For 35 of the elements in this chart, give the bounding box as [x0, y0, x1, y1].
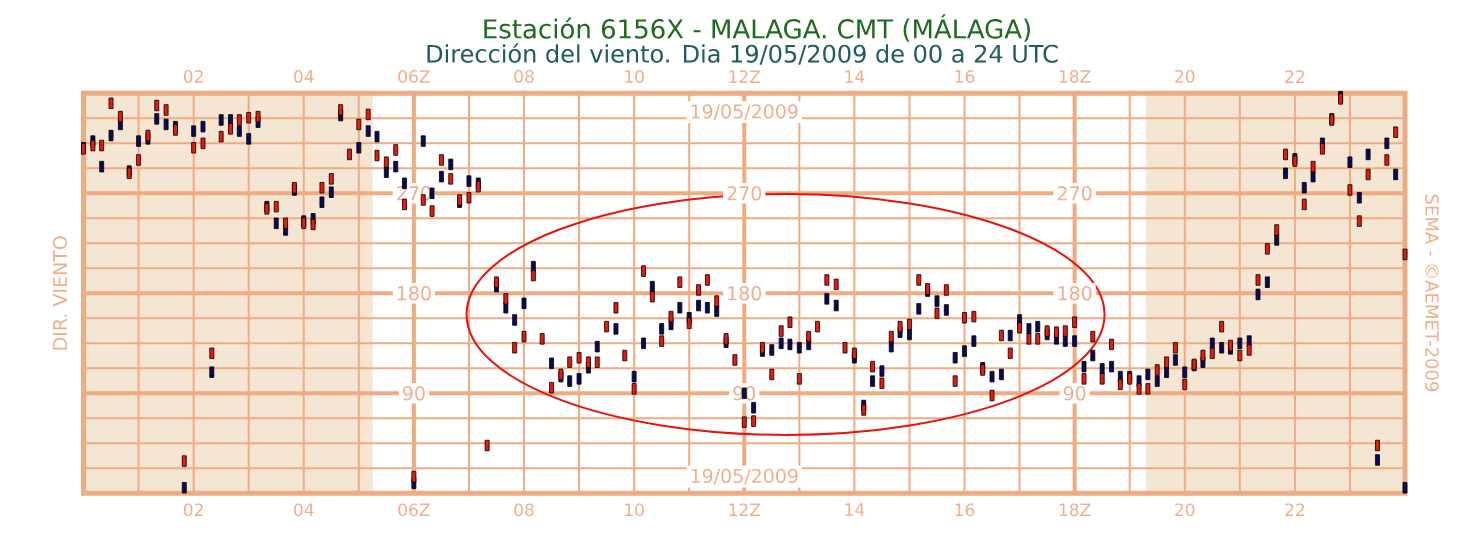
x-tick-label: 18Z [1059, 503, 1091, 517]
x-tick-label: 08 [514, 503, 534, 517]
annotation: 270 [1057, 186, 1092, 201]
annotation: 19/05/2009 [691, 104, 798, 121]
x2-tick-label: 22 [1285, 70, 1305, 83]
x2-tick-label: 20 [1175, 70, 1195, 83]
chart-title: Estación 6156X - MALAGA. CMT (MÁLAGA) [484, 14, 1030, 42]
annotation: 270 [727, 186, 762, 201]
y-tick-label: 90 [402, 386, 425, 401]
annotation: 19/05/2009 [691, 468, 798, 485]
x-tick-label: 16 [955, 503, 975, 517]
text: SEMA - ©AEMET-2009 [1425, 194, 1439, 392]
x2-tick-label: 08 [514, 70, 534, 83]
annotation: 90 [1063, 386, 1086, 401]
x2-tick-label: 02 [183, 70, 203, 83]
x-tick-label: 06Z [398, 503, 430, 517]
x-tick-label: 02 [183, 503, 203, 517]
x-tick-label: 04 [294, 503, 314, 517]
x2-tick-label: 12Z [729, 70, 761, 83]
x2-tick-label: 16 [955, 70, 975, 83]
annotation: 180 [1058, 286, 1092, 301]
x2-tick-label: 06Z [398, 70, 430, 83]
y-axis-title: DIR. VIENTO [52, 236, 68, 350]
x2-tick-label: 10 [625, 70, 644, 83]
chart-subtitle: Dirección del viento. Dia 19/05/2009 de 00 a 24 UTC [427, 43, 1058, 65]
x-tick-label: 14 [845, 503, 865, 516]
y-tick-label: 180 [397, 286, 431, 301]
x-tick-label: 10 [625, 503, 644, 517]
x2-tick-label: 14 [845, 70, 865, 83]
x-tick-label: 12Z [729, 503, 761, 516]
x-tick-label: 22 [1285, 503, 1305, 516]
x2-tick-label: 18Z [1059, 70, 1091, 83]
x-tick-label: 20 [1175, 503, 1195, 517]
x2-tick-label: 04 [294, 70, 314, 83]
annotation: 180 [728, 286, 762, 301]
